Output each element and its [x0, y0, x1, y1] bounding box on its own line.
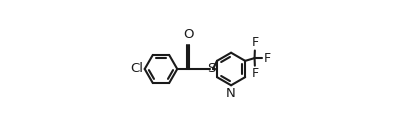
Text: S: S	[207, 63, 215, 75]
Text: F: F	[263, 52, 270, 65]
Text: N: N	[226, 87, 235, 100]
Text: F: F	[251, 67, 258, 80]
Text: F: F	[251, 36, 258, 49]
Text: Cl: Cl	[130, 63, 143, 75]
Text: O: O	[183, 28, 194, 41]
